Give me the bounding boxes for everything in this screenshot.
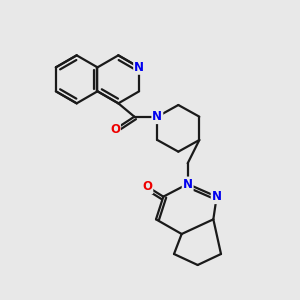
Text: N: N bbox=[183, 178, 193, 190]
Text: N: N bbox=[212, 190, 222, 203]
Text: N: N bbox=[134, 61, 144, 74]
Text: O: O bbox=[110, 123, 120, 136]
Text: N: N bbox=[152, 110, 162, 123]
Text: O: O bbox=[142, 180, 152, 193]
